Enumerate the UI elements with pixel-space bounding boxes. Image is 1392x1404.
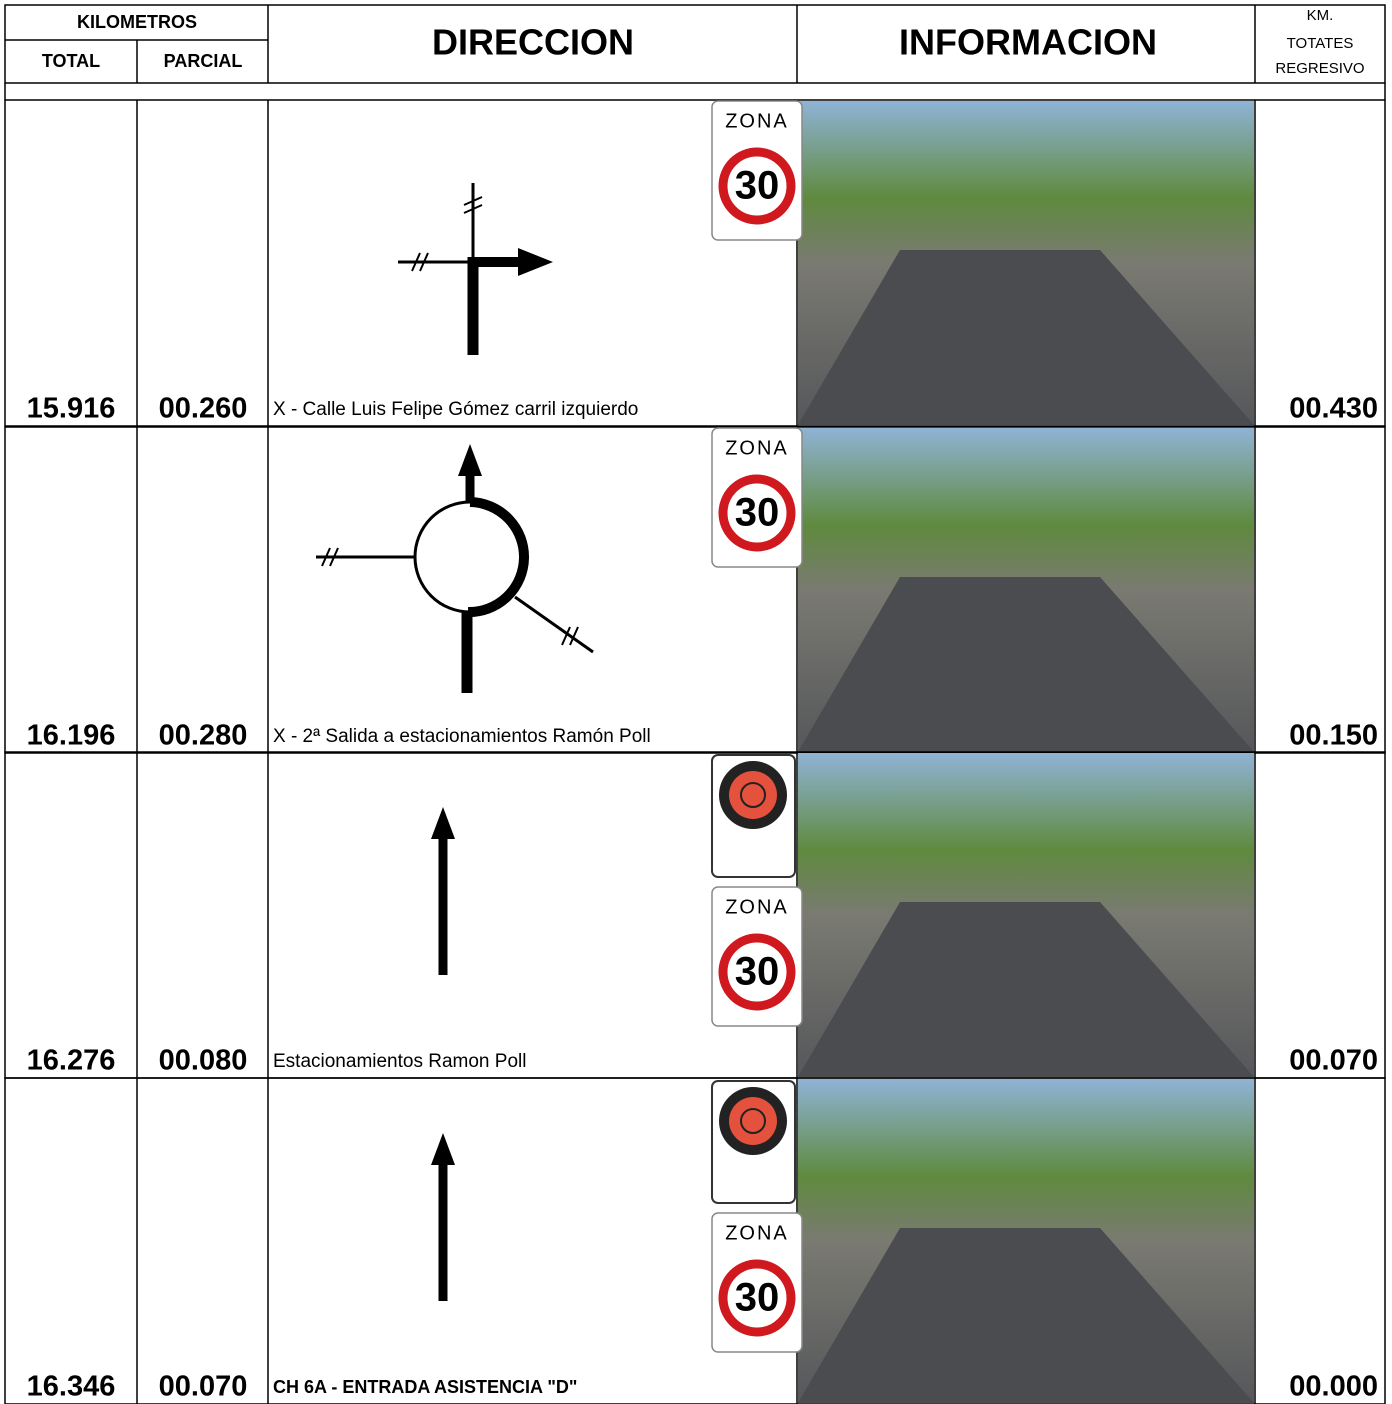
hash (561, 626, 571, 646)
hash (463, 196, 483, 206)
zone-word: ZONA (725, 437, 789, 459)
zone-word: ZONA (725, 110, 789, 132)
zone-word: ZONA (725, 896, 789, 918)
header-text: KM. (1307, 7, 1334, 24)
speed-limit: 30 (735, 164, 780, 208)
description: Estacionamientos Ramon Poll (273, 1051, 526, 1072)
total-km: 16.196 (27, 720, 116, 752)
header-text: KILOMETROS (77, 12, 197, 32)
row: 16.346 00.070 CH 6A - ENTRADA ASISTENCIA "… (4, 1077, 1386, 1404)
header-text: TOTATES (1287, 35, 1354, 52)
row-border (4, 1077, 1386, 1404)
regresivo-km: 00.070 (1289, 1045, 1378, 1077)
disc (740, 1108, 766, 1134)
arrow-head (458, 444, 482, 476)
disc (729, 1097, 777, 1145)
header-text: REGRESIVO (1275, 60, 1364, 77)
header-text: PARCIAL (164, 51, 243, 71)
speed-ring (718, 474, 796, 552)
total-km: 15.916 (27, 393, 116, 425)
row-border (4, 99, 1386, 427)
speed-ring (718, 1259, 796, 1337)
regresivo-km: 00.430 (1289, 393, 1378, 425)
disc (740, 782, 766, 808)
arrow-head (431, 807, 455, 839)
description: CH 6A - ENTRADA ASISTENCIA "D" (273, 1377, 577, 1397)
arrow-head (518, 248, 553, 276)
regresivo-km: 00.000 (1289, 1371, 1378, 1403)
regresivo-km: 00.150 (1289, 720, 1378, 752)
photo-road (798, 577, 1254, 752)
photo-road (798, 1228, 1254, 1403)
header-text: DIRECCION (432, 22, 634, 63)
speed-ring (718, 147, 796, 225)
hash (463, 204, 483, 214)
photo-road (798, 250, 1254, 425)
hash (569, 626, 579, 646)
description: X - 2ª Salida a estacionamientos Ramón P… (273, 726, 651, 747)
road (514, 595, 594, 654)
total-km: 16.276 (27, 1045, 116, 1077)
hash (321, 547, 331, 567)
partial-km: 00.280 (159, 720, 248, 752)
partial-km: 00.260 (159, 393, 248, 425)
row: 16.196 00.280 X - 2ª Salida a estacionamie… (4, 426, 1386, 754)
photo-road (798, 902, 1254, 1077)
zone-word: ZONA (725, 1222, 789, 1244)
header-text: INFORMACION (899, 22, 1157, 63)
speed-limit: 30 (735, 950, 780, 994)
row: 16.276 00.080 Estacionamientos Ramon Poll 0… (4, 751, 1386, 1079)
total-km: 16.346 (27, 1371, 116, 1403)
header: KILOMETROS TOTAL PARCIAL DIRECCION INFOR… (4, 4, 1386, 84)
arrow-head (431, 1133, 455, 1165)
route-arc (467, 497, 529, 618)
header-text: TOTAL (42, 51, 100, 71)
disc (729, 771, 777, 819)
description: X - Calle Luis Felipe Gómez carril izqui… (273, 399, 638, 420)
row: 15.916 00.260 X - Calle Luis Felipe Gómez … (4, 99, 1386, 427)
speed-ring (718, 933, 796, 1011)
hash (411, 252, 421, 272)
hash (329, 547, 339, 567)
hash (419, 252, 429, 272)
partial-km: 00.080 (159, 1045, 248, 1077)
row-border (4, 426, 1386, 754)
speed-limit: 30 (735, 1276, 780, 1320)
partial-km: 00.070 (159, 1371, 248, 1403)
speed-limit: 30 (735, 491, 780, 535)
